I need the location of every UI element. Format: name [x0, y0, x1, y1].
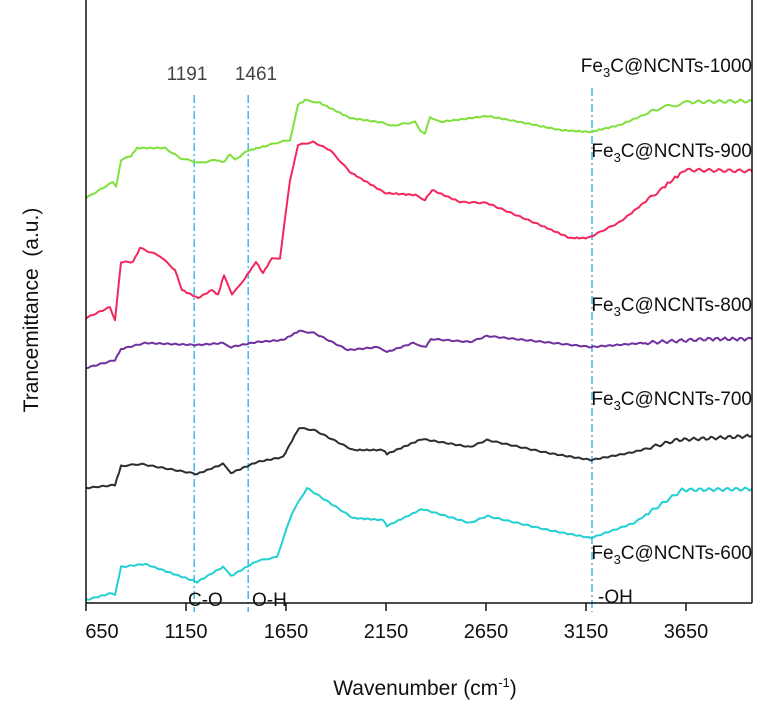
series-line-Fe3C@NCNTs-600 — [85, 486, 753, 601]
ref-label-1191: 1191 — [167, 64, 208, 85]
x-tick-label-2650: 2650 — [464, 621, 509, 643]
series-label-1000: Fe3C@NCNTs-1000 — [581, 56, 752, 80]
series-label-800: Fe3C@NCNTs-800 — [591, 295, 752, 319]
x-tick-label-1650: 1650 — [264, 621, 309, 643]
series-label-700: Fe3C@NCNTs-700 — [591, 389, 752, 413]
x-tick-label-3650: 3650 — [664, 621, 709, 643]
reference-lines — [193, 88, 593, 612]
annotation-c-o: C-O — [188, 590, 223, 611]
series-label-600: Fe3C@NCNTs-600 — [591, 543, 752, 567]
x-axis-title: Wavenumber (cm-1) — [333, 675, 517, 700]
x-tick-label-3150: 3150 — [564, 621, 609, 643]
x-tick-label-1150: 1150 — [164, 621, 207, 643]
annotation-o-h: O-H — [252, 590, 287, 611]
spectra-curves — [85, 98, 753, 601]
ref-label-1461: 1461 — [235, 64, 277, 85]
x-tick-label-2150: 2150 — [364, 621, 409, 643]
series-label-900: Fe3C@NCNTs-900 — [591, 141, 752, 165]
y-axis-title: Trancemittance (a.u.) — [20, 208, 43, 413]
series-line-Fe3C@NCNTs-900 — [85, 140, 753, 322]
series-line-Fe3C@NCNTs-800 — [85, 329, 753, 370]
series-line-Fe3C@NCNTs-1000 — [85, 98, 753, 200]
annotation-oh: -OH — [598, 587, 633, 608]
series-line-Fe3C@NCNTs-700 — [85, 427, 753, 490]
x-tick-label-650: 650 — [85, 621, 118, 643]
x-ticks: 650 1150 1650 2150 2650 3150 3650 — [85, 603, 708, 643]
